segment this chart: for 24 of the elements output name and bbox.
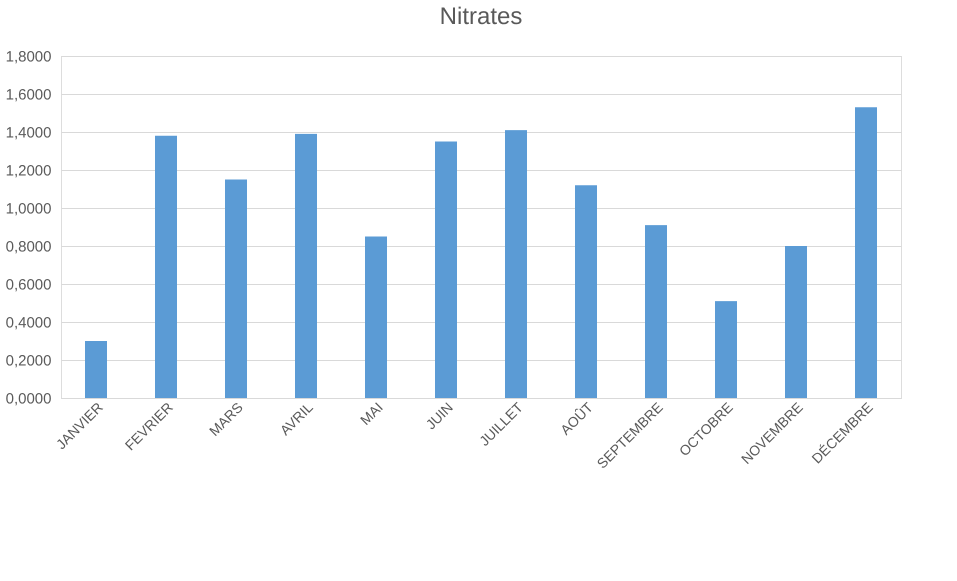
bar [715,301,737,398]
chart-title: Nitrates [440,3,522,30]
y-tick-label: 1,4000 [6,124,52,142]
bar [295,134,317,398]
y-tick-label: 0,0000 [6,390,52,408]
y-tick-label: 1,0000 [6,200,52,218]
x-tick-label: MAI [356,399,386,428]
bar [785,246,807,398]
y-tick-label: 1,6000 [6,86,52,104]
bar [645,225,667,398]
y-tick-label: 1,8000 [6,48,52,66]
y-tick-label: 0,4000 [6,314,52,332]
bar [365,236,387,398]
bar [855,107,877,398]
bar [225,180,247,398]
y-tick-label: 0,8000 [6,238,52,256]
bar [575,185,597,398]
bar [505,130,527,398]
y-tick-label: 0,2000 [6,352,52,370]
bar [435,142,457,398]
y-tick-label: 1,2000 [6,162,52,180]
bar [85,341,107,398]
bar [155,136,177,398]
y-tick-label: 0,6000 [6,276,52,294]
